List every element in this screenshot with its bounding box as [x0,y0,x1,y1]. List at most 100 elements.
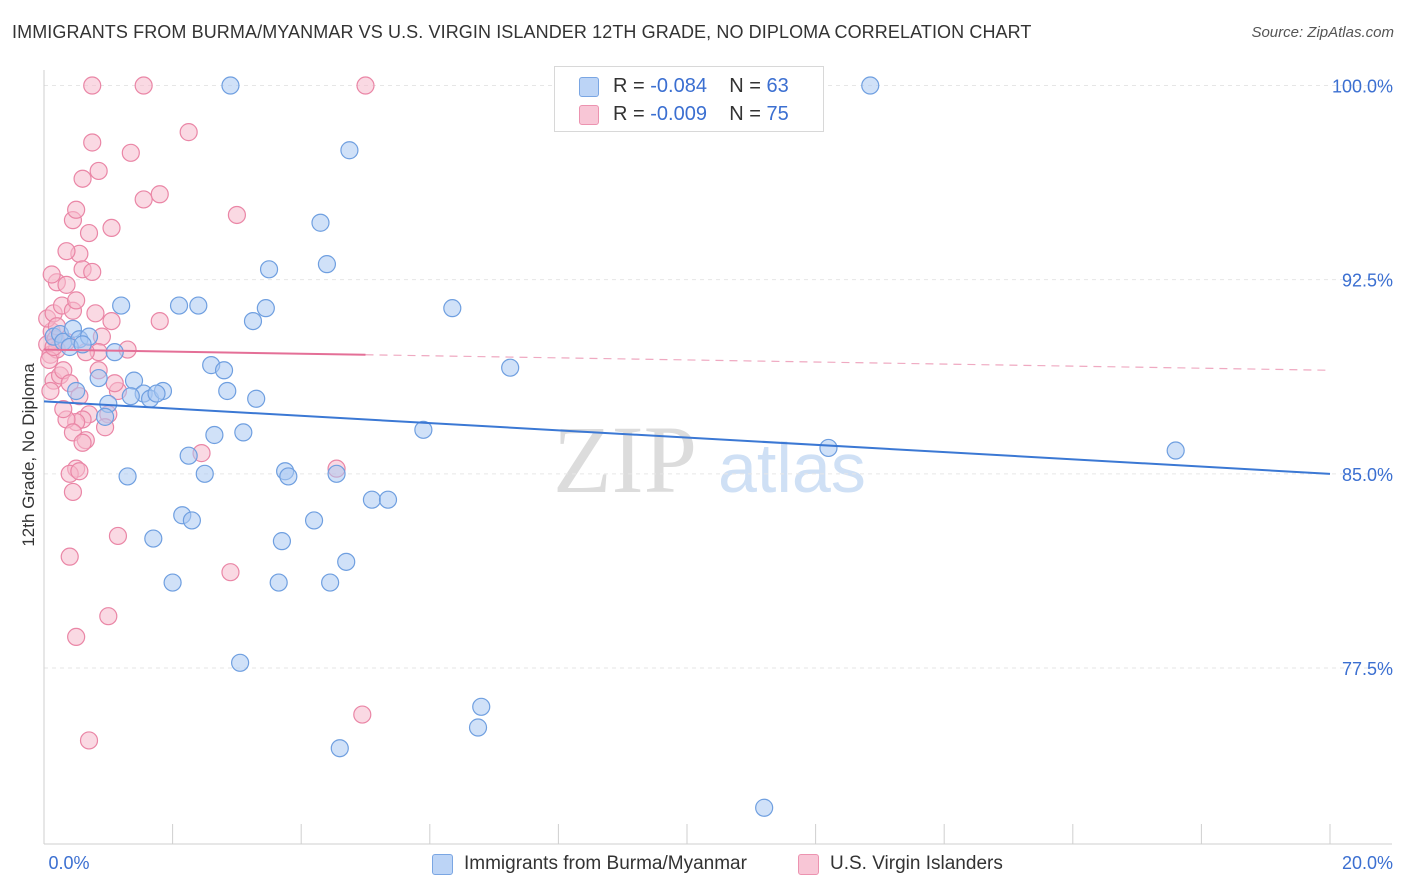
y-tick-label: 77.5% [1342,659,1393,679]
point-burma [259,260,279,279]
trend-line-extension-pink [365,354,1331,371]
point-burma [67,381,86,401]
point-burma [472,697,491,716]
bottom-legend-label-burma: Immigrants from Burma/Myanmar [464,853,747,874]
point-virgin-islanders [57,275,76,294]
point-burma [327,464,346,483]
point-burma [89,368,108,388]
y-axis-label: 12th Grade, No Diploma [19,363,38,547]
legend-n-label: N = [729,75,761,97]
y-tick-label: 85.0% [1342,465,1393,485]
point-virgin-islanders [60,547,79,566]
point-burma [182,511,201,530]
watermark-atlas: atlas [718,429,866,507]
point-virgin-islanders [105,374,124,393]
point-burma [501,358,520,377]
point-burma [272,532,292,551]
correlation-legend: R = -0.084 N = 63 R = -0.009 N = 75 [554,66,824,132]
legend-r-label: R = [613,103,645,125]
y-tick-label: 92.5% [1342,271,1393,291]
point-burma [362,490,382,509]
point-virgin-islanders [150,185,169,204]
trend-line-pink [43,348,366,356]
point-virgin-islanders [86,304,105,323]
point-virgin-islanders [79,223,99,243]
legend-swatch-blue [579,77,599,97]
bottom-legend-label-virgin-islanders: U.S. Virgin Islanders [830,853,1003,874]
point-virgin-islanders [99,607,118,626]
point-virgin-islanders [221,563,240,582]
point-burma [195,464,214,483]
point-burma [340,141,359,160]
legend-n-value: 75 [766,103,789,125]
tick-labels: 100.0% 92.5% 85.0% 77.5% 0.0% 20.0% [48,77,1393,873]
point-virgin-islanders [83,262,102,282]
point-virgin-islanders [41,381,60,401]
chart-source: Source: ZipAtlas.com [1251,24,1394,41]
legend-r-value: -0.009 [650,103,707,125]
point-burma [105,343,124,362]
gridlines [44,85,1392,669]
legend-r-label: R = [613,75,645,97]
point-burma [189,296,208,315]
trend-lines [43,348,1331,475]
legend-swatch-pink [579,105,599,125]
legend-n-value: 63 [766,75,789,97]
point-burma [205,425,224,445]
point-burma [861,76,880,95]
point-virgin-islanders [70,462,89,481]
point-burma [468,718,488,737]
series-immigrants-burma [44,76,1185,817]
point-virgin-islanders [353,705,372,724]
point-virgin-islanders [83,76,102,95]
point-burma [279,467,298,486]
legend-text-virgin-islanders: R = -0.009 N = 75 [613,103,789,126]
point-burma [243,311,263,331]
point-burma [311,213,330,232]
point-burma [330,739,349,758]
point-virgin-islanders [73,169,92,188]
point-virgin-islanders [179,123,198,142]
point-burma [337,552,356,571]
point-virgin-islanders [102,218,121,238]
point-burma [234,423,253,442]
watermark: ZIP atlas [553,406,866,513]
point-virgin-islanders [150,311,169,331]
watermark-zip: ZIP [553,406,697,513]
chart-title: IMMIGRANTS FROM BURMA/MYANMAR VS U.S. VI… [12,22,1032,42]
point-burma [179,446,198,465]
point-virgin-islanders [134,190,153,209]
point-virgin-islanders [73,433,92,452]
point-virgin-islanders [67,200,86,219]
point-virgin-islanders [108,526,128,546]
point-burma [118,467,137,486]
point-burma [147,384,166,403]
point-virgin-islanders [89,161,108,181]
point-virgin-islanders [54,400,73,419]
point-burma [256,299,275,318]
point-burma [304,511,324,530]
point-virgin-islanders [134,76,153,95]
point-virgin-islanders [63,482,83,502]
point-virgin-islanders [57,242,76,261]
y-tick-label: 100.0% [1332,77,1393,97]
point-burma [321,573,340,592]
legend-r-value: -0.084 [650,75,707,97]
point-burma [214,361,234,380]
point-burma [144,529,163,548]
point-virgin-islanders [83,133,102,152]
bottom-legend-swatch-pink [798,854,819,875]
point-burma [247,389,266,408]
point-virgin-islanders [67,627,86,647]
point-virgin-islanders [79,731,99,750]
x-tick-label: 20.0% [1342,853,1393,873]
point-burma [269,573,288,592]
legend-n-label: N = [729,103,761,125]
point-burma [755,798,774,817]
point-burma [121,387,140,406]
point-virgin-islanders [227,205,246,225]
point-burma [1166,441,1185,460]
point-burma [819,438,838,458]
point-burma [378,490,398,509]
